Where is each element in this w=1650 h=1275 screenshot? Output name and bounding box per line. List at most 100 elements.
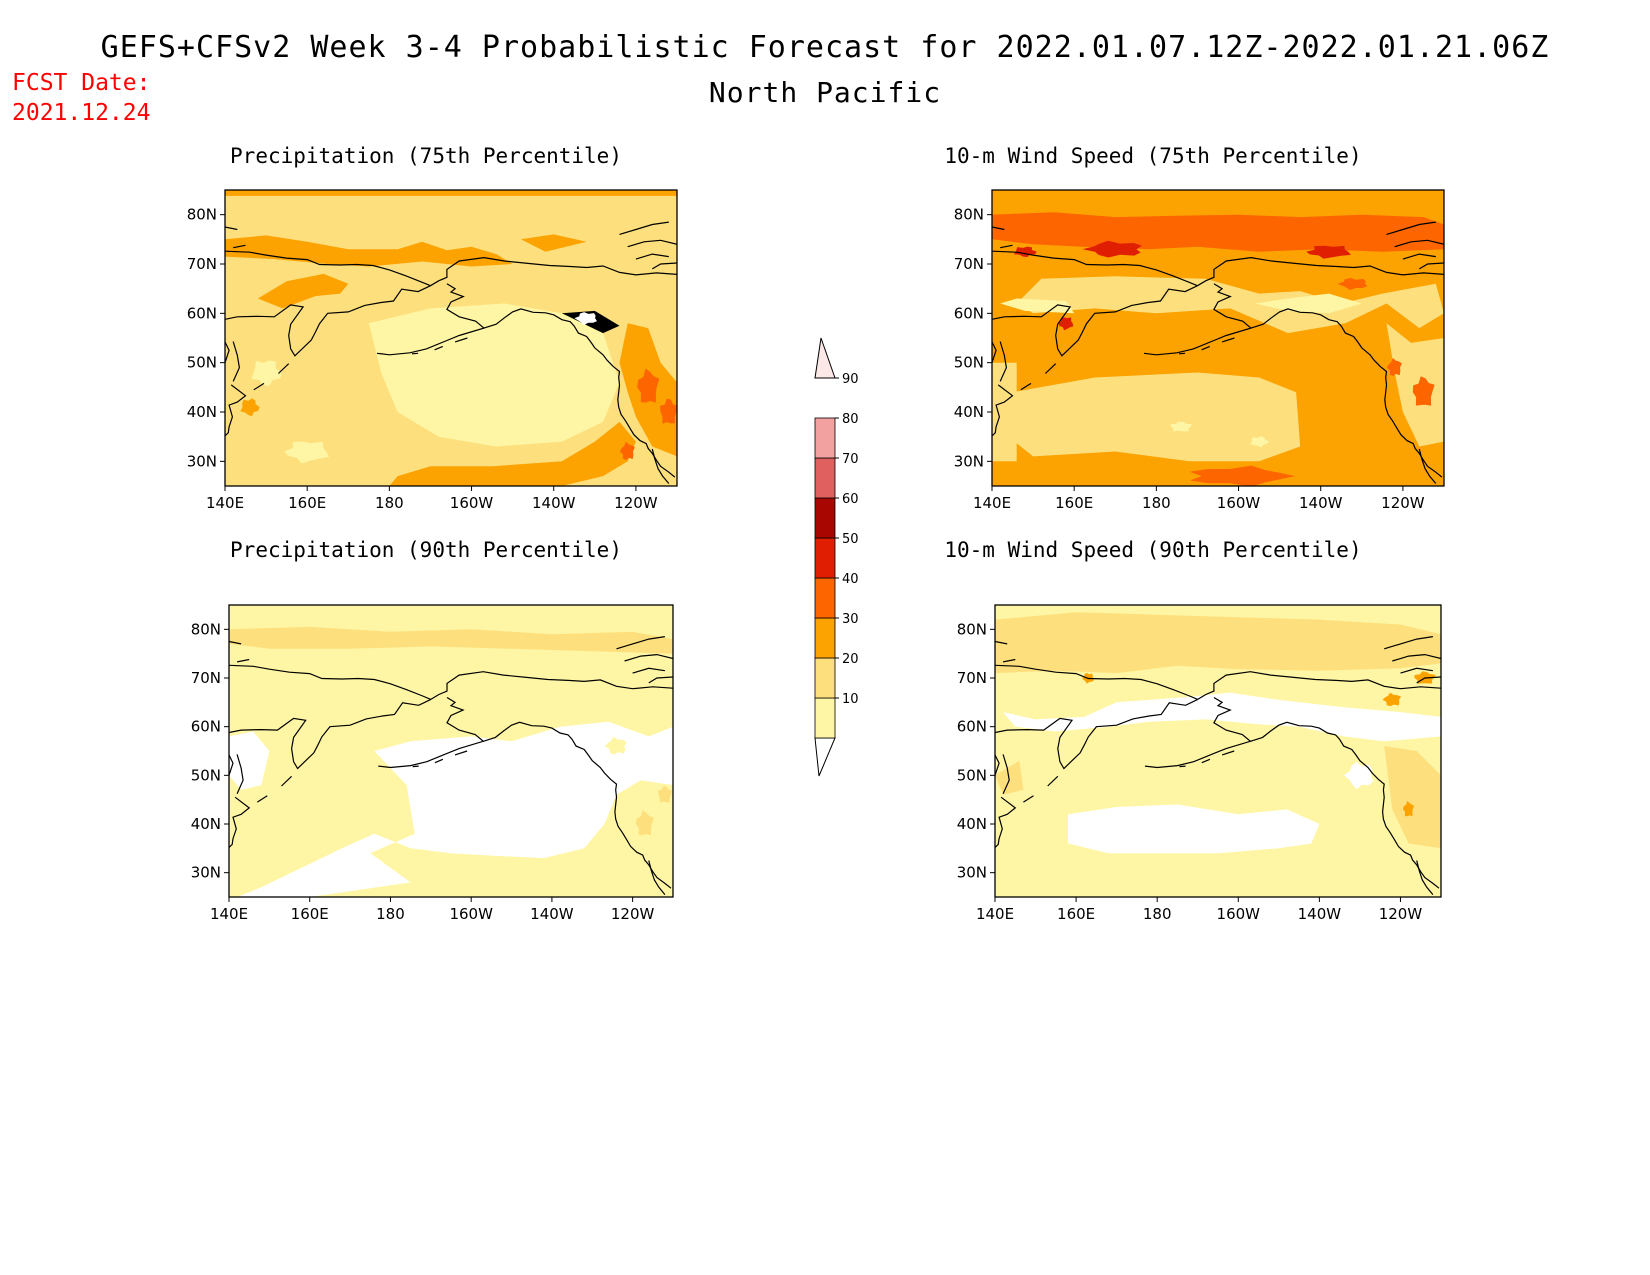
shading-layer: [992, 190, 1444, 486]
shade-30-40: [257, 273, 349, 309]
coastline: [1416, 860, 1434, 895]
colorbar-bin: [814, 457, 836, 499]
coastline: [1201, 758, 1211, 764]
coastline: [454, 337, 468, 343]
coastline: [1144, 696, 1252, 769]
coastline: [430, 671, 673, 700]
coastline: [236, 754, 244, 795]
coastline: [1197, 256, 1444, 287]
coastline: [277, 363, 290, 374]
coastline: [1384, 636, 1433, 650]
shade-30-40: [225, 190, 677, 196]
lon-tick-label: 140E: [210, 905, 248, 923]
coastline: [651, 262, 677, 270]
coastline: [229, 796, 251, 849]
coastline: [434, 345, 444, 351]
shade-20-30: [635, 810, 654, 836]
lat-tick-label: 50N: [191, 766, 221, 784]
lon-tick-label: 180: [376, 905, 405, 923]
shade-40-50: [1337, 278, 1368, 290]
map-frame: [228, 604, 674, 898]
colorbar-label: 90: [842, 372, 859, 387]
map-frame: [224, 189, 678, 487]
shade-20-30: [995, 612, 1441, 674]
subtitle: North Pacific: [708, 76, 942, 109]
shade-20-30: [992, 362, 1017, 462]
coastline: [1392, 653, 1441, 662]
coastline: [225, 384, 247, 437]
shade-below-10: [1003, 692, 1441, 742]
map-frame: [994, 604, 1442, 898]
coastline: [992, 319, 997, 363]
lon-tick-label: 120W: [611, 905, 655, 923]
lon-tick-label: 180: [1142, 494, 1171, 512]
shade-50-60: [1082, 240, 1142, 258]
shade-10-20: [1000, 298, 1075, 314]
shade-10-20: [368, 303, 620, 447]
shade-30-40: [240, 398, 260, 417]
coastline: [253, 382, 265, 391]
coastline: [411, 352, 419, 355]
colorbar-label: 20: [842, 652, 859, 667]
panel-title-wind-75: 10-m Wind Speed (75th Percentile): [944, 144, 1362, 168]
coastline: [632, 667, 665, 674]
coastline-layer: [992, 221, 1444, 484]
coastline: [1002, 754, 1010, 795]
shade-40-50: [1412, 376, 1435, 406]
shade-40-50: [1386, 358, 1402, 376]
colorbar-bin: [814, 417, 836, 459]
shade-20-30: [657, 786, 673, 803]
lat-tick-label: 30N: [191, 864, 221, 882]
colorbar-label: 10: [842, 692, 859, 707]
map-frame: [991, 189, 1445, 487]
coastline: [995, 664, 1198, 700]
coastline: [1047, 775, 1059, 787]
lon-tick-label: 140W: [1299, 494, 1343, 512]
coastline: [992, 384, 1014, 437]
colorbar-bin: [814, 737, 836, 777]
lat-tick-label: 70N: [957, 669, 987, 687]
colorbar-label: 80: [842, 412, 859, 427]
coastline: [1020, 382, 1032, 391]
colorbar-label: 50: [842, 532, 859, 547]
shade-30-40: [1382, 692, 1402, 707]
lon-tick-label: 120W: [1379, 905, 1423, 923]
coastline: [483, 308, 676, 478]
lon-tick-label: 160W: [449, 905, 493, 923]
coastline: [1402, 253, 1436, 260]
colorbar-bin: [814, 617, 836, 659]
coastline: [1386, 221, 1436, 235]
coastline: [434, 758, 444, 764]
colorbar-bin: [814, 497, 836, 539]
shade-10-20: [1255, 293, 1362, 314]
lat-tick-label: 60N: [957, 718, 987, 736]
coastline: [229, 640, 242, 645]
shade-below-10: [229, 731, 270, 790]
panel-title-precip-90: Precipitation (90th Percentile): [230, 538, 622, 562]
colorbar-bin: [814, 657, 836, 699]
lon-tick-label: 140E: [973, 494, 1011, 512]
coastline: [1179, 765, 1186, 768]
coastline: [225, 285, 431, 357]
lon-tick-label: 120W: [1381, 494, 1425, 512]
shade-50-60: [1306, 245, 1351, 259]
map-panel-wind-75: 80N 70N 60N 50N 40N 30N 140E 160E 180 160W 140W 120…: [954, 189, 1445, 512]
coastline: [430, 256, 677, 287]
coastline: [412, 765, 419, 768]
lat-tick-label: 40N: [957, 815, 987, 833]
coastline: [454, 750, 468, 756]
coastline: [995, 640, 1008, 645]
shading-layer: [225, 190, 677, 486]
coastline: [281, 775, 293, 787]
coastline: [624, 653, 673, 662]
coastline: [616, 636, 665, 650]
shade-30-40: [1403, 801, 1414, 817]
coastline: [619, 221, 669, 235]
coastline: [651, 448, 670, 484]
coastline: [225, 226, 238, 231]
lon-tick-label: 160E: [1055, 494, 1093, 512]
shade-10-20: [1170, 421, 1192, 432]
shade-40-50: [619, 441, 635, 460]
shade-below-10: [1068, 804, 1320, 854]
lat-tick-label: 60N: [187, 304, 217, 322]
